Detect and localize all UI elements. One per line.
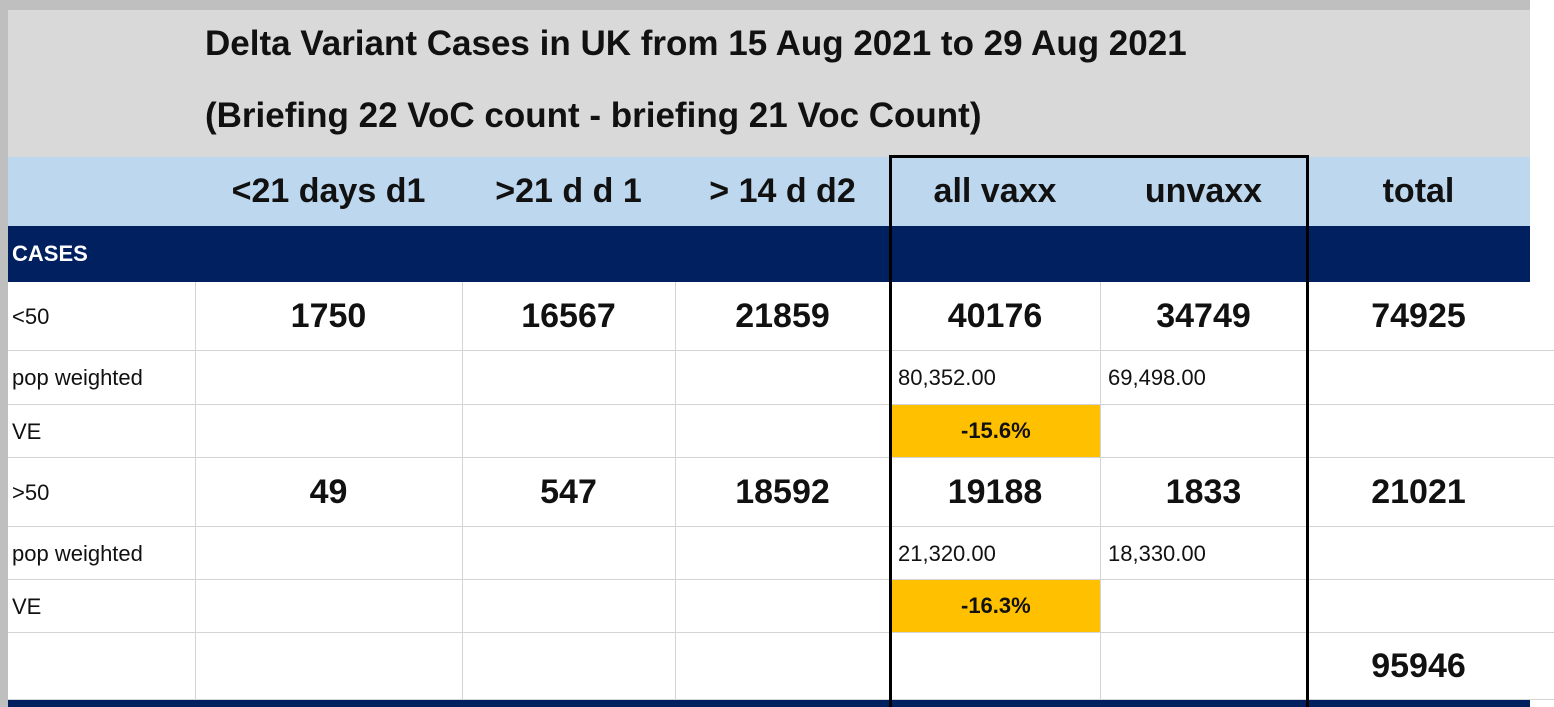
row-label: pop weighted (12, 365, 143, 390)
cell-value: 95946 (1371, 647, 1466, 685)
col-line (1100, 282, 1101, 351)
cell-value: 21859 (735, 297, 830, 335)
col-line (195, 527, 196, 580)
column-header: unvaxx (1144, 172, 1263, 210)
col-line (1100, 527, 1101, 580)
cell-value: 18592 (735, 473, 830, 511)
col-line (462, 580, 463, 633)
col-line (1100, 405, 1101, 458)
col-line (195, 580, 196, 633)
row-line (8, 457, 1554, 458)
col-line (195, 282, 196, 351)
row-label: VE (12, 593, 42, 619)
ve-value: -16.3% (891, 580, 1100, 632)
col-line (462, 527, 463, 580)
col-line (675, 580, 676, 633)
row-label: VE (12, 418, 42, 444)
row-label: <50 (12, 303, 50, 329)
cell-value: 49 (309, 473, 348, 511)
col-line (195, 633, 196, 700)
title-line: Delta Variant Cases in UK from 15 Aug 20… (205, 24, 1187, 63)
row-line (8, 579, 1554, 580)
title-band: Delta Variant Cases in UK from 15 Aug 20… (8, 10, 1530, 157)
col-line (1100, 458, 1101, 527)
col-line (1100, 580, 1101, 633)
cell-value: 69,498.00 (1108, 365, 1206, 390)
cell-value: 1833 (1165, 473, 1242, 511)
col-line (462, 458, 463, 527)
column-header: total (1382, 172, 1455, 210)
box-left (889, 155, 892, 707)
col-line (462, 633, 463, 700)
row-label: >50 (12, 479, 50, 505)
section-band (8, 226, 1530, 282)
col-line (195, 351, 196, 405)
col-line (675, 527, 676, 580)
col-line (675, 351, 676, 405)
bottom-band (8, 700, 1530, 707)
row-label: pop weighted (12, 540, 143, 566)
box-right (1306, 155, 1309, 707)
col-line (462, 351, 463, 405)
header-band (8, 157, 1530, 226)
cell-value: 21,320.00 (898, 540, 996, 566)
column-header: >21 d d 1 (495, 172, 642, 210)
col-line (195, 405, 196, 458)
cell-value: 16567 (521, 297, 616, 335)
row-line (8, 632, 1554, 633)
col-line (462, 282, 463, 351)
cell-value: 80,352.00 (898, 365, 996, 390)
frame-top (0, 0, 1530, 10)
row-line (8, 526, 1554, 527)
column-header: all vaxx (933, 172, 1057, 210)
cell-value: 18,330.00 (1108, 540, 1206, 566)
col-line (195, 458, 196, 527)
frame-left (0, 0, 8, 707)
col-line (675, 405, 676, 458)
col-line (462, 405, 463, 458)
col-line (1100, 633, 1101, 700)
row-label: CASES (12, 241, 88, 266)
cell-value: 1750 (290, 297, 367, 335)
row-line (8, 350, 1554, 351)
ve-value: -15.6% (891, 405, 1100, 457)
cell-value: 34749 (1156, 297, 1251, 335)
col-line (675, 282, 676, 351)
title-line: (Briefing 22 VoC count - briefing 21 Voc… (205, 96, 982, 135)
cell-value: 40176 (947, 297, 1043, 335)
cell-value: 547 (540, 473, 597, 511)
col-line (1100, 351, 1101, 405)
box-top (889, 155, 1309, 158)
cell-value: 21021 (1371, 473, 1466, 511)
col-line (675, 633, 676, 700)
column-header: <21 days d1 (231, 172, 426, 210)
row-line (8, 404, 1554, 405)
cell-value: 74925 (1371, 297, 1466, 335)
row-line (8, 699, 1554, 700)
col-line (675, 458, 676, 527)
cell-value: 19188 (947, 473, 1043, 511)
column-header: > 14 d d2 (709, 172, 856, 210)
